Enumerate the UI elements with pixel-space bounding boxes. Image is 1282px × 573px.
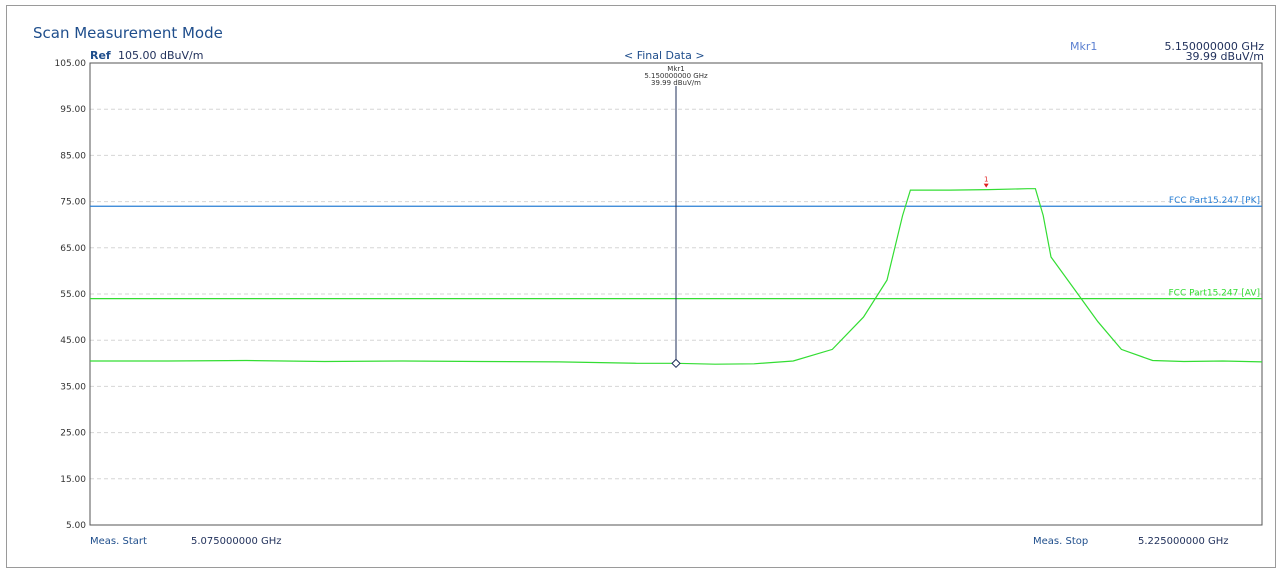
y-tick-label: 45.00 [60,336,86,346]
y-tick-label: 15.00 [60,475,86,485]
peak-marker-arrow [983,183,989,188]
marker-level-label: 39.99 dBuV/m [651,79,701,87]
y-tick-label: 65.00 [60,244,86,254]
final-data-label: < Final Data > [624,49,705,62]
plot-area-border [89,62,1263,526]
y-tick-label: 5.00 [66,521,86,531]
meas-start-label: Meas. Start [90,536,147,547]
trace-series [90,188,1263,365]
chart-grid [90,108,1262,480]
limit-line-label: FCC Part15.247 [AV] [1169,289,1261,299]
marker-diamond [671,358,681,369]
y-axis: 105.00 95.00 85.00 75.00 65.00 55.00 45.00 35.0… [55,59,87,531]
peak-marker-label: 1 [984,176,988,184]
y-tick-label: 105.00 [55,59,87,69]
y-tick-label: 55.00 [60,290,86,300]
trace-line [90,188,1263,365]
meas-start-value: 5.075000000 GHz [191,536,282,547]
y-tick-label: 75.00 [60,198,86,208]
marker-readout-level: 39.99 dBuV/m [1185,50,1264,63]
y-tick-label: 85.00 [60,151,86,161]
marker-readout-frequency: 5.150000000 GHz [1164,40,1264,53]
marker-label: Mkr1 [667,65,684,73]
meas-stop-value: 5.225000000 GHz [1138,536,1229,547]
meas-stop-label: Meas. Stop [1033,536,1089,547]
scan-window-frame [6,5,1276,568]
y-tick-label: 95.00 [60,105,86,115]
limit-line-label: FCC Part15.247 [PK] [1169,196,1260,206]
page-title: Scan Measurement Mode [33,24,223,42]
marker-readout-name: Mkr1 [1070,40,1098,53]
ref-value: 105.00 dBuV/m [118,49,204,62]
marker-frequency-label: 5.150000000 GHz [644,72,708,80]
y-tick-label: 35.00 [60,382,86,392]
y-tick-label: 25.00 [60,429,86,439]
ref-label: Ref [90,49,111,62]
